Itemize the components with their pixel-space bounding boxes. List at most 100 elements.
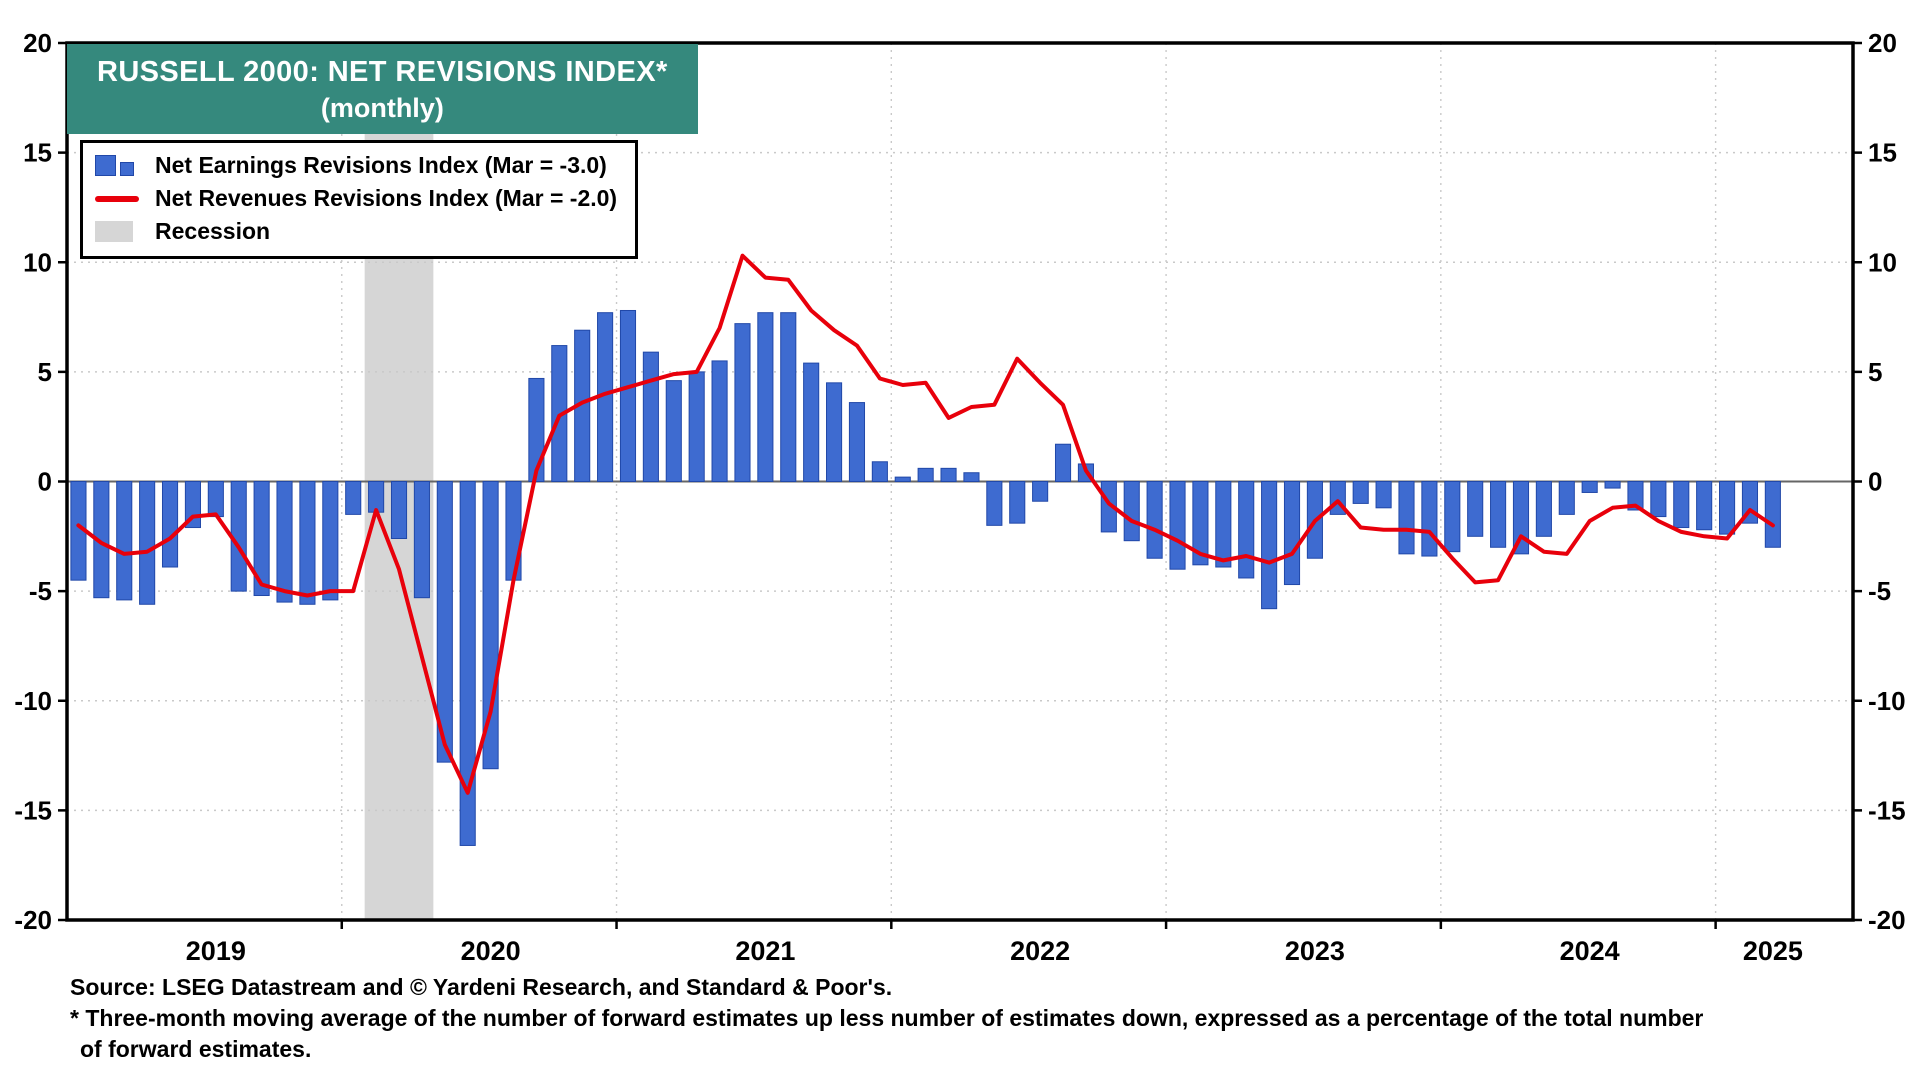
blue-square-icon (95, 155, 116, 176)
x-axis: 2019 2020 2021 2022 2023 2024 2025 (186, 920, 1803, 966)
bar (116, 481, 133, 601)
bar (139, 481, 156, 605)
bar (711, 360, 728, 483)
bar (826, 382, 843, 482)
blue-square-small-icon (120, 162, 134, 176)
bar (390, 481, 408, 540)
legend: Net Earnings Revisions Index (Mar = -3.0… (80, 140, 639, 259)
bar (1421, 481, 1438, 557)
legend-row-earnings: Net Earnings Revisions Index (Mar = -3.0… (95, 150, 617, 181)
bar (688, 371, 705, 482)
bar (1558, 481, 1575, 515)
bar (1398, 481, 1415, 555)
y-tick-label-left: -20 (14, 905, 52, 935)
bar (528, 377, 545, 483)
bar (986, 481, 1003, 526)
bar (1192, 481, 1209, 566)
bar (1535, 481, 1552, 537)
y-tick-label-right: -5 (1868, 576, 1891, 606)
bar (1009, 481, 1026, 524)
y-tick-label-left: 10 (23, 247, 52, 277)
bar (963, 472, 980, 483)
x-year-label: 2024 (1560, 936, 1620, 966)
y-tick-label-right: 10 (1868, 247, 1897, 277)
bar (1283, 481, 1301, 586)
bar (642, 351, 659, 482)
bar (1169, 481, 1186, 570)
bar (253, 481, 270, 597)
bar (459, 481, 476, 846)
y-tick-label-right: 15 (1868, 138, 1897, 168)
bar (1123, 481, 1140, 542)
bar (803, 362, 820, 483)
y-tick-label-left: 0 (38, 467, 52, 497)
footer: Source: LSEG Datastream and © Yardeni Re… (70, 972, 1703, 1065)
bar (780, 312, 797, 482)
bar (276, 481, 293, 603)
y-tick-label-left: 20 (23, 28, 52, 58)
bar (1490, 481, 1507, 548)
bar (848, 402, 866, 483)
bar (871, 461, 888, 482)
bar (368, 481, 385, 513)
bar (299, 481, 316, 605)
y-tick-label-right: -20 (1868, 905, 1906, 935)
bar (1673, 481, 1690, 529)
bar (757, 312, 774, 482)
y-tick-label-left: 15 (23, 138, 52, 168)
y-tick-label-right: -10 (1868, 686, 1906, 716)
bar (1444, 481, 1461, 553)
bar (1375, 481, 1392, 509)
legend-row-recession: Recession (95, 216, 617, 247)
bar (1764, 481, 1781, 548)
bar (1467, 481, 1484, 537)
bar (1352, 481, 1369, 504)
bar (1261, 481, 1278, 610)
red-line-icon (95, 195, 139, 202)
bar (1512, 481, 1530, 555)
earnings-bars (70, 309, 1781, 846)
bar (505, 481, 522, 581)
chart-subtitle: (monthly) (320, 93, 444, 123)
x-year-label: 2021 (735, 936, 795, 966)
y-tick-label-left: -5 (29, 576, 52, 606)
bar (619, 309, 637, 482)
bar (894, 476, 911, 482)
bar (940, 467, 957, 483)
bar (917, 467, 934, 483)
x-year-label: 2022 (1010, 936, 1070, 966)
footnote-continuation: of forward estimates. (80, 1036, 312, 1062)
x-year-label: 2019 (186, 936, 246, 966)
revenues-line (76, 253, 1775, 795)
bar (322, 481, 339, 601)
y-tick-label-left: -10 (14, 686, 52, 716)
gray-band-icon (95, 221, 133, 242)
bar (1146, 481, 1163, 559)
earnings-bar-marker-icon (95, 155, 143, 176)
bar (1032, 481, 1049, 502)
x-year-label: 2023 (1285, 936, 1345, 966)
footnote-line: * Three-month moving average of the numb… (70, 1005, 1704, 1031)
legend-label-revenues: Net Revenues Revisions Index (Mar = -2.0… (155, 185, 618, 211)
y-tick-label-right: -15 (1868, 795, 1906, 825)
bar (161, 481, 179, 568)
bar (734, 323, 751, 483)
recession-marker-icon (95, 221, 143, 242)
source-line: Source: LSEG Datastream and © Yardeni Re… (70, 974, 893, 1000)
bar (1719, 481, 1736, 535)
y-axis: 20 20 15 15 10 10 5 5 0 0 -5 -5 -10 -10 -15 -15 -20 -20 (14, 28, 1905, 935)
revenues-line-marker-icon (95, 195, 143, 202)
bar (436, 481, 453, 763)
bar (207, 481, 224, 518)
bar (1215, 481, 1232, 568)
bar (1627, 481, 1644, 511)
legend-row-revenues: Net Revenues Revisions Index (Mar = -2.0… (95, 183, 617, 214)
chart-title-box: RUSSELL 2000: NET REVISIONS INDEX* (mont… (67, 44, 698, 134)
bar (1696, 481, 1713, 531)
bar (1581, 481, 1598, 493)
bar (665, 380, 682, 482)
bar (1238, 481, 1255, 579)
y-tick-label-left: 5 (38, 357, 52, 387)
